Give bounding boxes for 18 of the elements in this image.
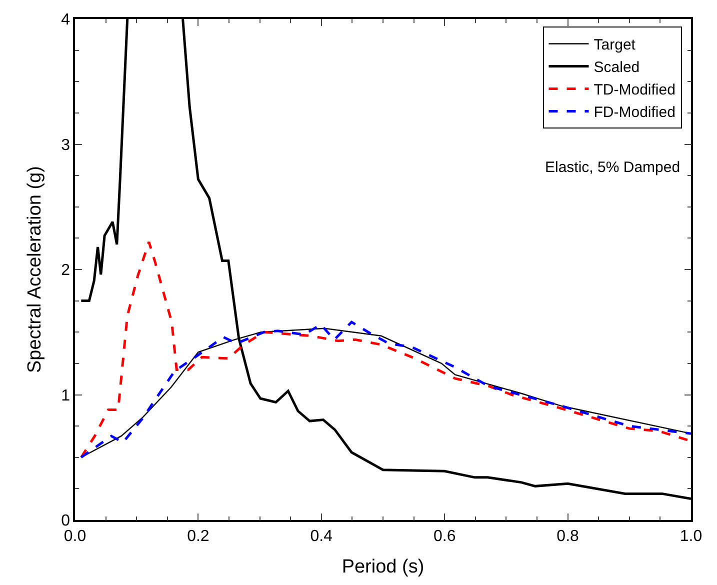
x-axis-title: Period (s) xyxy=(342,556,424,578)
legend-label: FD-Modified xyxy=(594,104,676,122)
y-tick-label: 2 xyxy=(61,262,70,280)
x-tick-label: 0.0 xyxy=(64,528,86,545)
y-tick-label: 3 xyxy=(61,136,70,154)
x-tick-label: 1.0 xyxy=(680,528,702,545)
x-tick-label: 0.4 xyxy=(310,528,333,545)
annotation: Elastic, 5% Damped xyxy=(545,159,680,176)
legend-label: Target xyxy=(594,36,636,54)
y-tick-label: 0 xyxy=(61,512,70,530)
legend-label: Scaled xyxy=(594,59,640,76)
y-tick-label: 4 xyxy=(61,12,70,29)
legend-label: TD-Modified xyxy=(594,82,676,99)
x-tick-label: 0.8 xyxy=(556,528,580,545)
y-axis-title: Spectral Acceleration (g) xyxy=(24,166,46,373)
x-tick-label: 0.2 xyxy=(187,528,210,545)
x-tick-label: 0.6 xyxy=(433,528,456,545)
y-tick-label: 1 xyxy=(61,387,70,404)
